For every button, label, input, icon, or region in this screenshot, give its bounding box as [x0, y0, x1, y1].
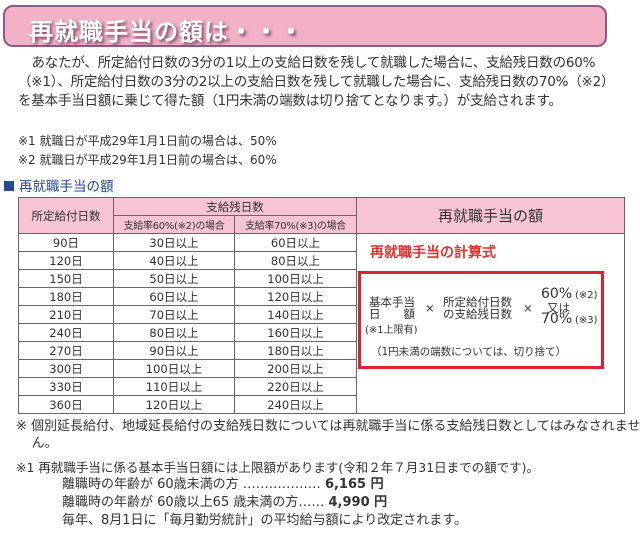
col-header-days: 所定給付日数 [18, 197, 114, 234]
term-daily-a: 基本手当 [369, 295, 415, 309]
table-cell: 90日以上 [113, 341, 235, 360]
rate-70: 70% [541, 311, 573, 327]
formula-box: 基本手当 日 額 (※1上限有) × 所定給付日数 の支給残日数 × 60% (… [358, 271, 604, 369]
table-cell: 300日 [18, 359, 114, 378]
table-cell: 240日 [18, 323, 114, 342]
rate-or: 又は [547, 301, 570, 315]
table-cell: 120日以上 [234, 287, 357, 306]
footer-note-a: ※ 個別延長給付、地域延長給付の支給残日数については再就職手当に係る支給残日数と… [16, 419, 640, 451]
section-heading: 再就職手当の額 [4, 175, 114, 195]
cap-line-2-label: 離職時の年齢が 60歳以上65 歳未満の方…… [62, 495, 325, 510]
col-header-group: 支給残日数 [113, 197, 357, 216]
table-cell: 210日 [18, 305, 114, 324]
table-row: 120日 40日以上 80日以上 [18, 251, 625, 270]
table-cell: 220日以上 [234, 377, 357, 396]
rate-70-note: (※3) [575, 315, 598, 326]
times-2: × [523, 301, 533, 315]
table-row: 180日 60日以上 120日以上 [18, 287, 625, 306]
table-cell: 120日 [18, 251, 114, 270]
table-cell: 110日以上 [113, 377, 235, 396]
formula-area: 再就職手当の計算式 基本手当 日 額 (※1上限有) × 所定給付日数 の支給残… [356, 233, 622, 415]
table-cell: 180日 [18, 287, 114, 306]
table-cell: 70日以上 [113, 305, 235, 324]
table-cell: 80日以上 [113, 323, 235, 342]
table-row: 210日 70日以上 140日以上 [18, 305, 625, 324]
col-header-amount: 再就職手当の額 [356, 197, 625, 234]
rate-60: 60% [541, 286, 573, 302]
cap-line-2: 離職時の年齢が 60歳以上65 歳未満の方…… 4,990 円 [62, 494, 387, 511]
intro-paragraph: あなたが、所定給付日数の3分の1以上の支給日数を残して就職した場合に、支給残日数… [18, 55, 615, 109]
cap-line-1: 離職時の年齢が 60歳未満の方 ……………… 6,165 円 [62, 476, 384, 493]
table-cell: 160日以上 [234, 323, 357, 342]
table-cell: 30日以上 [113, 233, 235, 252]
table-cell: 100日以上 [113, 359, 235, 378]
cap-line-1-label: 離職時の年齢が 60歳未満の方 ……………… [62, 477, 321, 492]
table-cell: 80日以上 [234, 251, 357, 270]
rounding-note: （1円未満の端数については、切り捨て） [371, 346, 567, 358]
table-row: 90日 30日以上 60日以上 [18, 233, 625, 414]
table-cell: 360日 [18, 395, 114, 414]
formula-cell [356, 233, 625, 414]
term-daily-b: 日 額 [369, 307, 415, 321]
cap-line-1-value: 6,165 円 [324, 477, 384, 492]
table-row: 360日 120日以上 240日以上 [18, 395, 625, 414]
revision-note: 毎年、8月1日に「毎月勤労統計」の平均給与額により改定されます。 [62, 513, 467, 528]
table-cell: 90日 [18, 233, 114, 252]
table-cell: 240日以上 [234, 395, 357, 414]
square-bullet-icon [4, 181, 14, 191]
title-banner: 再就職手当の額は・・・ [3, 5, 607, 47]
table-cell: 100日以上 [234, 269, 357, 288]
table-cell: 40日以上 [113, 251, 235, 270]
note-1: ※1 就職日が平成29年1月1日前の場合は、50% [18, 134, 277, 148]
intro: あなたが、所定給付日数の3分の1以上の支給日数を残して就職した場合に、支給残日数… [18, 54, 618, 111]
cap-line-2-value: 4,990 円 [328, 495, 388, 510]
table-cell: 330日 [18, 377, 114, 396]
table-cell: 50日以上 [113, 269, 235, 288]
cap-note: (※1上限有) [365, 325, 418, 336]
formula-title: 再就職手当の計算式 [370, 245, 496, 261]
table-cell: 120日以上 [113, 395, 235, 414]
page-title: 再就職手当の額は・・・ [29, 18, 304, 46]
times-1: × [425, 301, 435, 315]
col-header-60: 支給率60%(※2)の場合 [113, 215, 235, 234]
benefit-table: 所定給付日数 支給残日数 再就職手当の額 支給率60%(※2)の場合 支給率70… [18, 197, 625, 414]
rate-60-note: (※2) [575, 290, 598, 301]
footer-note-1: ※1 再就職手当に係る基本手当日額には上限額があります(令和２年７月31日までの… [16, 460, 540, 475]
term-days-a: 所定給付日数 [443, 295, 512, 309]
table-cell: 140日以上 [234, 305, 357, 324]
note-2: ※2 就職日が平成29年1月1日前の場合は、60% [18, 153, 277, 167]
section-title: 再就職手当の額 [19, 179, 114, 195]
table-cell: 200日以上 [234, 359, 357, 378]
table-cell: 60日以上 [113, 287, 235, 306]
col-header-70: 支給率70%(※3)の場合 [234, 215, 357, 234]
table-cell: 270日 [18, 341, 114, 360]
table-cell: 150日 [18, 269, 114, 288]
table-cell: 180日以上 [234, 341, 357, 360]
table-row: 330日 110日以上 220日以上 [18, 377, 625, 396]
term-days-b: の支給残日数 [443, 307, 512, 321]
table-cell: 60日以上 [234, 233, 357, 252]
